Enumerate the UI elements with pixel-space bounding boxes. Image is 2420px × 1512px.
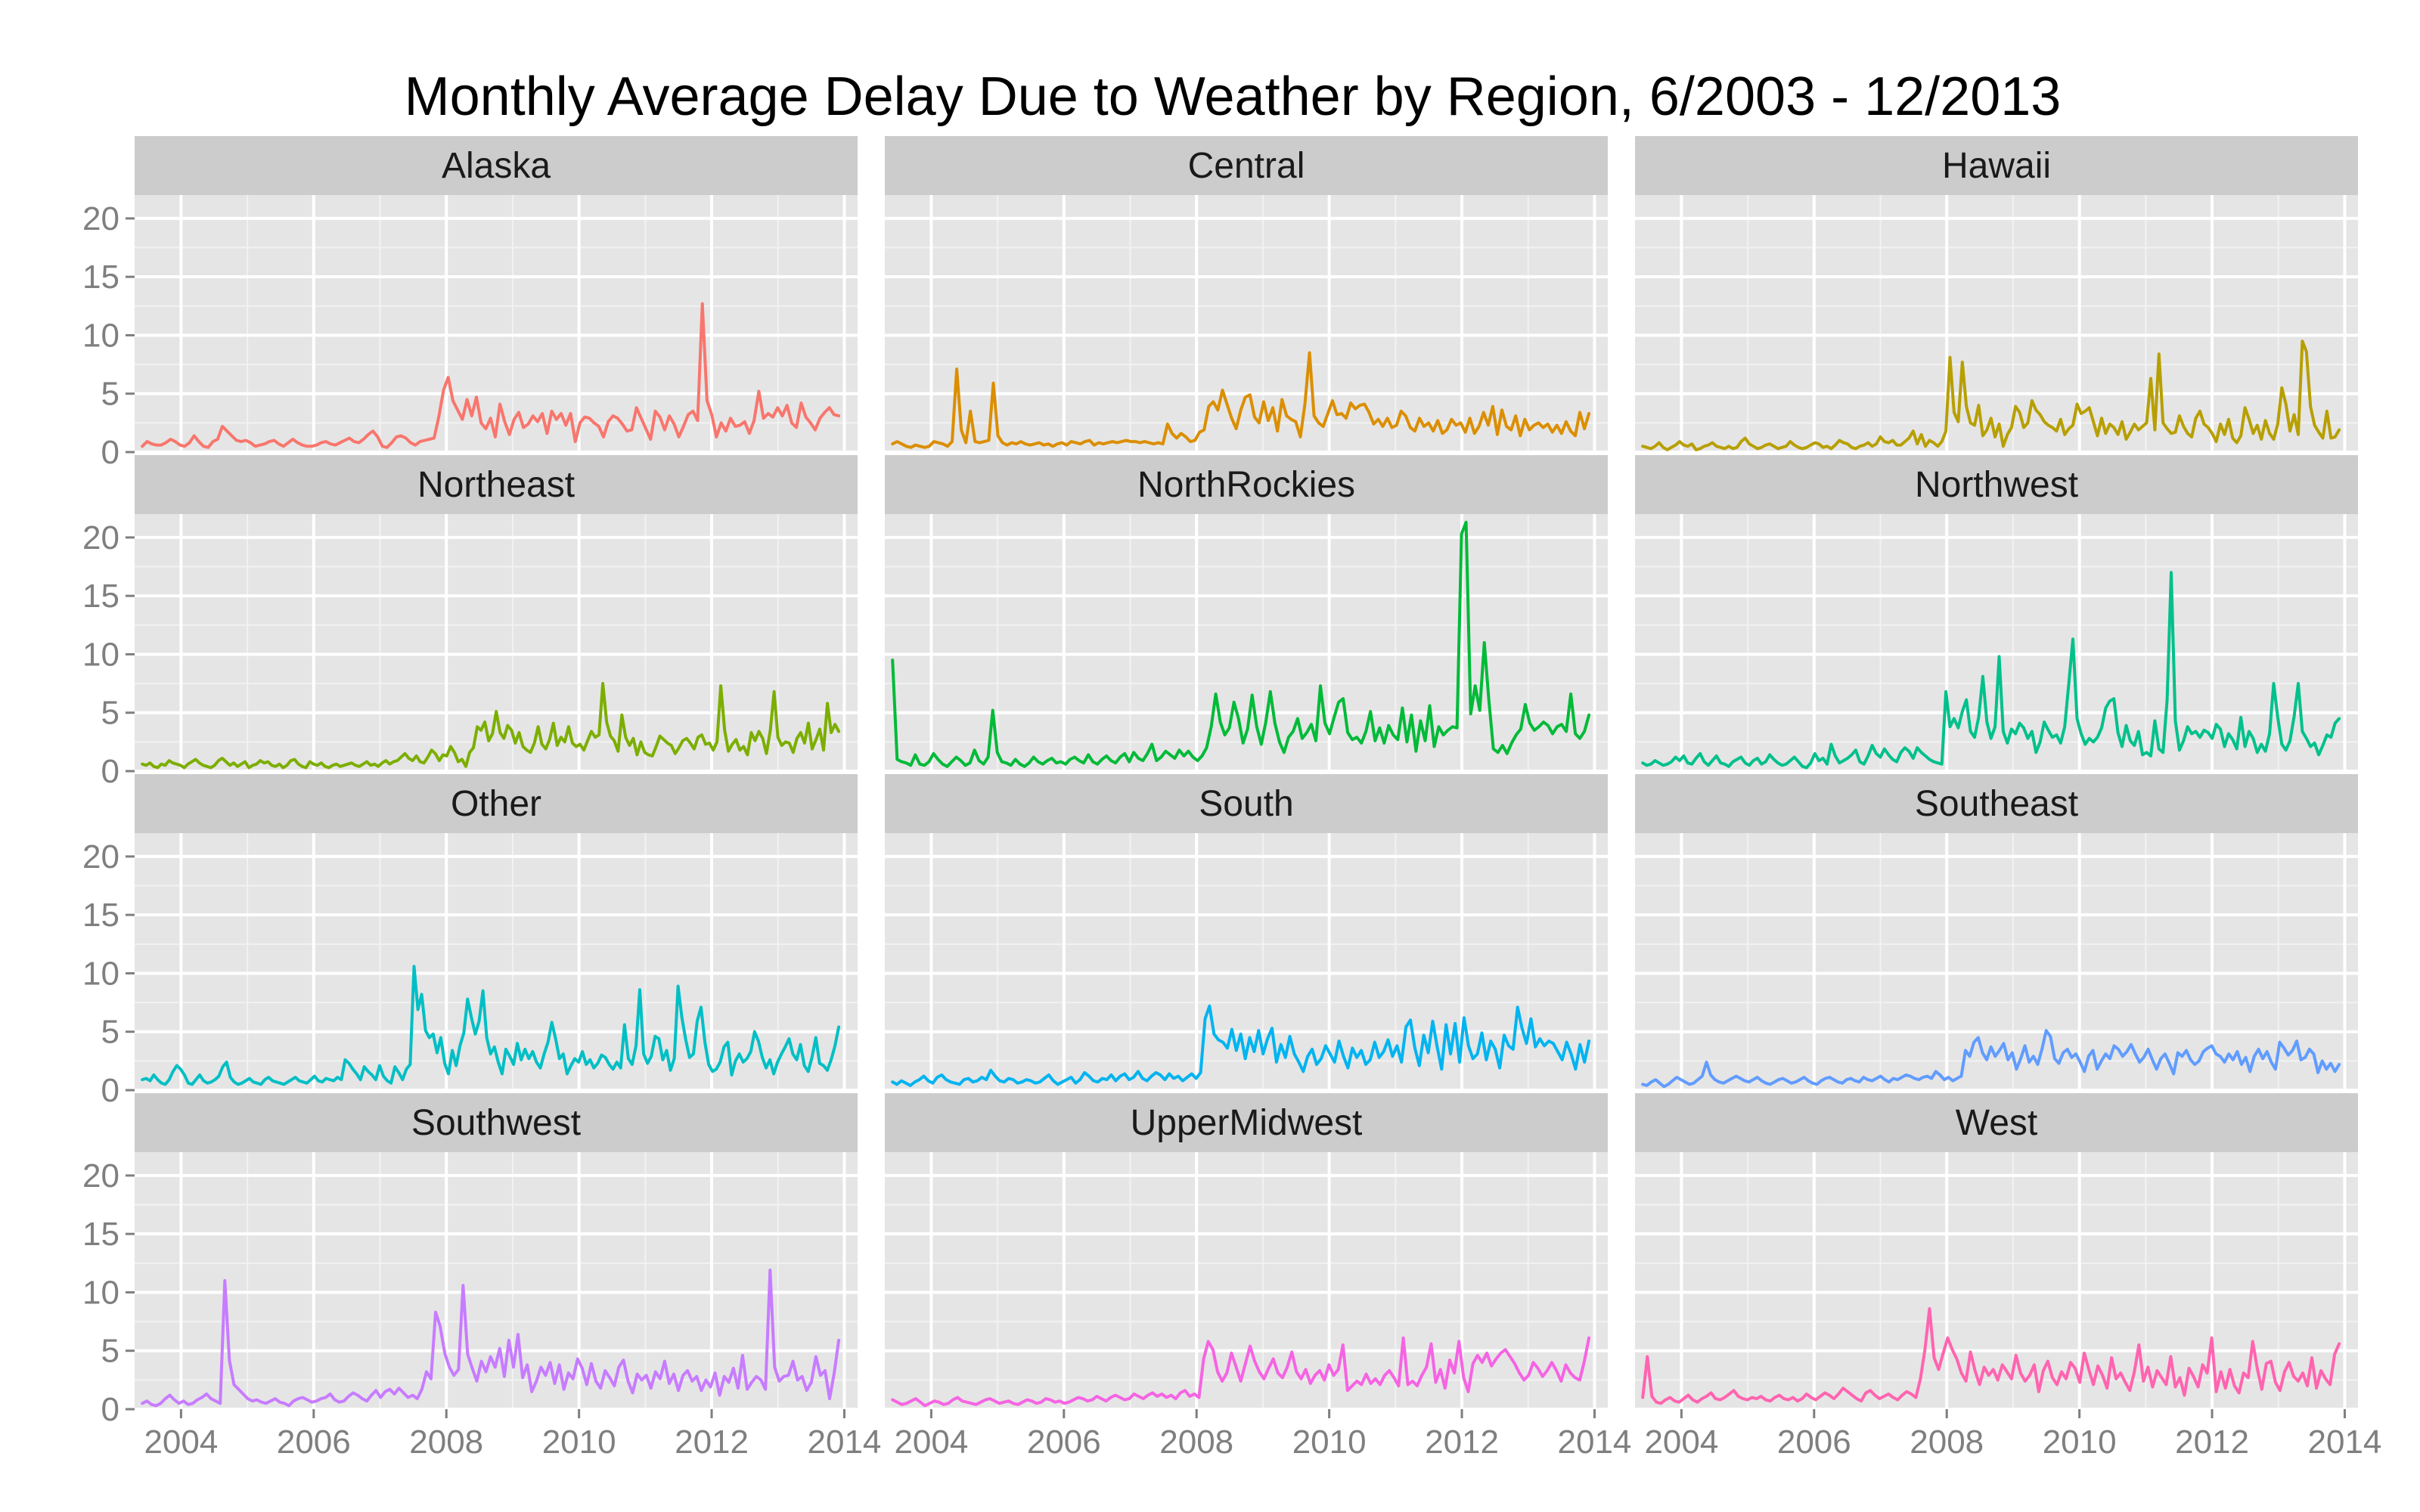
facet-label: Central	[1188, 146, 1305, 186]
facet-label: Southwest	[411, 1103, 581, 1143]
plot-area	[1635, 833, 2358, 1090]
y-tick-label: 20	[82, 838, 119, 875]
y-tick-label: 15	[82, 1216, 119, 1253]
facet-strip	[885, 136, 1608, 195]
y-tick-label: 20	[82, 200, 119, 237]
facet-panel: Southeast	[1635, 774, 2358, 1092]
x-tick-label: 2004	[894, 1424, 968, 1461]
x-tick-label: 2008	[1910, 1424, 1984, 1461]
y-tick-label: 10	[82, 317, 119, 354]
plot-area	[885, 195, 1608, 452]
plot-area	[885, 1152, 1608, 1409]
facet-strip	[135, 1093, 858, 1152]
y-tick-label: 20	[82, 519, 119, 556]
x-tick-label: 2014	[2308, 1424, 2382, 1461]
x-tick-label: 2006	[277, 1424, 351, 1461]
x-tick-label: 2012	[2175, 1424, 2249, 1461]
facet-strip	[135, 136, 858, 195]
y-tick-label: 5	[101, 695, 119, 732]
series-line-other	[141, 965, 841, 1086]
facet-strip	[1635, 455, 2358, 514]
plot-area	[135, 514, 858, 771]
facet-label: West	[1956, 1103, 2037, 1143]
facet-label: South	[1199, 784, 1293, 824]
series-line-northrockies	[891, 520, 1591, 768]
y-tick-label: 15	[82, 259, 119, 296]
y-tick-label: 15	[82, 578, 119, 615]
facet-label: Northeast	[417, 465, 575, 505]
x-tick-label: 2008	[409, 1424, 483, 1461]
series-line-south	[891, 1004, 1591, 1087]
facet-label: UpperMidwest	[1131, 1103, 1363, 1143]
facet-label: Other	[451, 784, 541, 824]
facet-strip	[885, 1093, 1608, 1152]
facet-panels: Alaska 0 5 10 15 20 Central Hawaii Northeast 0 5 10…	[82, 136, 2381, 1461]
facet-label: Northwest	[1915, 465, 2078, 505]
plot-area	[1635, 514, 2358, 771]
facet-panel: UpperMidwest 2004 2006 2008 2010 2012 2014	[885, 1093, 1631, 1461]
x-tick-label: 2004	[1644, 1424, 1718, 1461]
x-tick-label: 2012	[1425, 1424, 1499, 1461]
series-line-northwest	[1641, 571, 2341, 770]
facet-strip	[135, 455, 858, 514]
facet-panel: Northeast 0 5 10 15 20	[82, 455, 858, 790]
facet-panel: South	[885, 774, 1608, 1092]
plot-area	[135, 1152, 858, 1409]
series-line-alaska	[141, 302, 841, 449]
facet-panel: Hawaii	[1635, 136, 2358, 454]
y-tick-label: 10	[82, 955, 119, 992]
x-tick-label: 2010	[2043, 1424, 2117, 1461]
facet-label: Hawaii	[1942, 146, 2051, 186]
y-tick-label: 0	[101, 1391, 119, 1428]
x-tick-label: 2012	[675, 1424, 749, 1461]
x-tick-label: 2008	[1159, 1424, 1233, 1461]
y-tick-label: 5	[101, 1014, 119, 1051]
y-tick-label: 5	[101, 376, 119, 413]
facet-strip	[1635, 774, 2358, 833]
facet-strip	[885, 774, 1608, 833]
series-line-central	[891, 351, 1591, 449]
x-tick-label: 2006	[1027, 1424, 1101, 1461]
facet-label: Southeast	[1915, 784, 2078, 824]
x-tick-label: 2006	[1777, 1424, 1851, 1461]
x-tick-label: 2010	[1292, 1424, 1367, 1461]
x-tick-label: 2004	[144, 1424, 218, 1461]
plot-area	[135, 833, 858, 1090]
y-tick-label: 20	[82, 1157, 119, 1194]
y-tick-label: 0	[101, 1072, 119, 1109]
facet-strip	[1635, 136, 2358, 195]
facet-strip	[1635, 1093, 2358, 1152]
x-tick-label: 2014	[808, 1424, 882, 1461]
series-line-west	[1641, 1307, 2341, 1405]
facet-panel: West 2004 2006 2008 2010 2012 2014	[1635, 1093, 2381, 1461]
plot-area	[1635, 1152, 2358, 1409]
facet-panel: Central	[885, 136, 1608, 454]
facet-strip	[885, 455, 1608, 514]
y-tick-label: 0	[101, 434, 119, 471]
x-tick-label: 2014	[1558, 1424, 1632, 1461]
facet-label: Alaska	[442, 146, 551, 186]
series-line-hawaii	[1641, 339, 2341, 451]
y-tick-label: 5	[101, 1333, 119, 1370]
y-tick-label: 10	[82, 1274, 119, 1311]
facet-strip	[135, 774, 858, 833]
facet-panel: NorthRockies	[885, 455, 1608, 773]
y-tick-label: 0	[101, 753, 119, 790]
chart-title: Monthly Average Delay Due to Weather by …	[405, 67, 2062, 127]
series-line-southwest	[141, 1269, 841, 1408]
facet-panel: Northwest	[1635, 455, 2358, 773]
series-line-uppermidwest	[891, 1336, 1591, 1408]
facet-panel: Southwest 0 5 10 15 20 2004 2006 2008 2010 2012 201…	[82, 1093, 881, 1461]
facet-label: NorthRockies	[1137, 465, 1355, 505]
y-tick-label: 10	[82, 636, 119, 673]
facet-panel: Other 0 5 10 15 20	[82, 774, 858, 1109]
plot-area	[135, 195, 858, 452]
series-line-northeast	[141, 682, 841, 770]
facet-panel: Alaska 0 5 10 15 20	[82, 136, 858, 471]
series-line-southeast	[1641, 1029, 2341, 1089]
y-tick-label: 15	[82, 897, 119, 934]
plot-area	[1635, 195, 2358, 452]
x-tick-label: 2010	[542, 1424, 616, 1461]
